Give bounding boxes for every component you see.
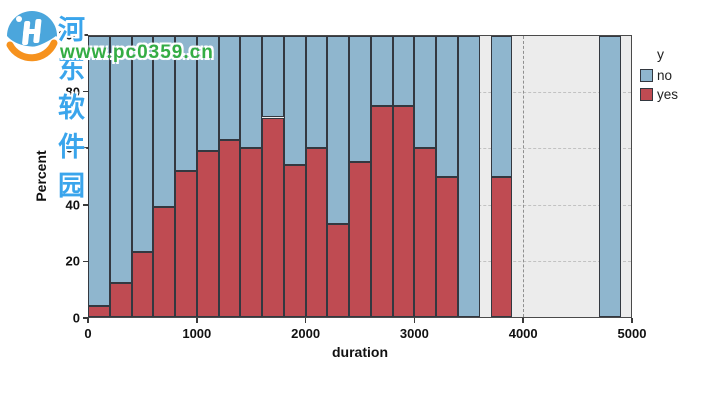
x-tick-label-4000: 4000 [508,326,538,341]
bar-1600-1800 [262,36,284,317]
y-tick-20 [83,260,88,263]
x-tick-label-0: 0 [84,326,92,341]
bar-segment-no [392,36,415,107]
bar-2000-2200 [305,36,328,317]
bar-segment-no [240,36,263,149]
bar-segment-yes [218,139,241,317]
x-tick-4000 [522,318,524,323]
bar-segment-yes [196,151,219,317]
legend: y no yes [640,46,678,102]
bar-1400-1600 [240,36,263,317]
bar-segment-yes [262,117,284,317]
bar-segment-yes [88,305,110,317]
x-tick-3000 [413,318,416,323]
bar-segment-yes [370,106,393,317]
bar-segment-no [414,36,437,149]
y-tick-60 [83,147,88,149]
bar-segment-no [436,36,458,177]
bar-segment-yes [436,176,458,317]
legend-swatch-no-icon [640,69,653,82]
bar-segment-yes [131,252,154,317]
bar-1000-1200 [196,36,219,317]
x-tick-2000 [304,318,307,323]
x-tick-label-2000: 2000 [291,326,321,341]
bar-segment-yes [283,165,306,317]
legend-label-yes: yes [657,87,679,102]
bar-segment-no [283,36,306,166]
x-tick-5000 [631,318,633,323]
bar-segment-no [175,36,197,171]
bar-1800-2000 [283,36,306,317]
bar-segment-no [131,36,154,253]
bar-segment-yes [490,176,513,317]
bar-0-200 [88,36,110,317]
bar-segment-no [262,36,284,118]
bar-2200-2400 [327,36,350,317]
x-tick-label-1000: 1000 [182,326,212,341]
bar-2800-3000 [392,36,415,317]
x-axis-title: duration [332,344,388,360]
bar-segment-yes [305,148,328,317]
bar-segment-yes [349,162,371,317]
bar-4700-4900 [599,36,622,317]
y-tick-0 [83,317,88,319]
y-tick-label-100: 100 [58,27,80,43]
bar-200-400 [109,36,132,317]
y-tick-80 [83,90,88,93]
plot-area [88,35,632,318]
bar-segment-no [490,36,513,177]
bar-segment-yes [327,224,350,317]
bar-segment-no [370,36,393,107]
bar-3000-3200 [414,36,437,317]
bar-segment-yes [153,207,176,317]
bar-segment-no [196,36,219,152]
y-tick-label-20: 20 [65,253,80,269]
bar-2600-2800 [370,36,393,317]
y-tick-label-80: 80 [65,84,80,100]
y-tick-40 [83,204,88,206]
x-tick-label-3000: 3000 [399,326,429,341]
bar-segment-yes [175,170,197,317]
bar-3700-3900 [490,36,513,317]
y-tick-label-0: 0 [72,310,80,326]
bar-segment-no [305,36,328,149]
bar-segment-no [153,36,176,208]
reference-line-4000 [523,36,525,317]
bar-segment-no [599,36,622,317]
bar-segment-no [109,36,132,284]
bar-segment-no [457,36,480,317]
bar-2400-2600 [349,36,371,317]
bar-400-600 [131,36,154,317]
bar-3200-3400 [436,36,458,317]
bar-segment-yes [392,106,415,317]
bar-3400-3600 [457,36,480,317]
bar-segment-no [327,36,350,225]
x-tick-0 [87,318,89,323]
bar-600-800 [153,36,176,317]
y-axis-title: Percent [33,150,49,202]
x-tick-1000 [196,318,198,323]
y-tick-label-60: 60 [65,140,80,156]
legend-title: y [657,46,664,62]
bar-segment-no [218,36,241,140]
y-tick-100 [83,34,88,36]
bar-800-1000 [175,36,197,317]
x-tick-label-5000: 5000 [617,326,647,341]
legend-item-yes: yes [640,87,678,102]
bar-1200-1400 [218,36,241,317]
bar-segment-no [349,36,371,163]
legend-label-no: no [657,68,673,83]
bar-segment-no [88,36,110,306]
legend-item-no: no [640,68,678,83]
y-tick-label-40: 40 [65,197,80,213]
legend-swatch-yes-icon [640,88,653,101]
bar-segment-yes [240,148,263,317]
bar-segment-yes [414,148,437,317]
bar-segment-yes [109,283,132,317]
